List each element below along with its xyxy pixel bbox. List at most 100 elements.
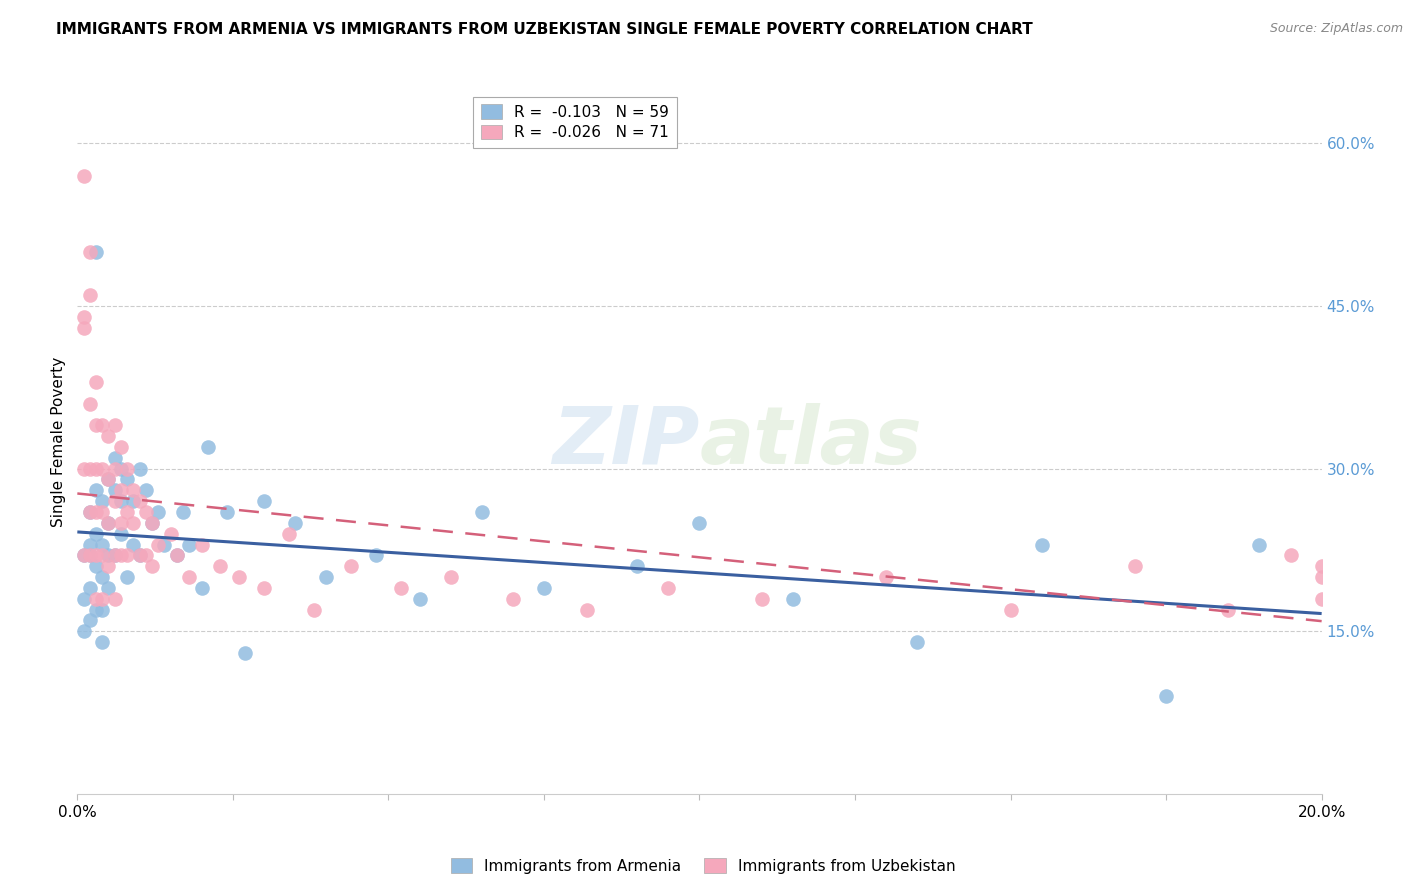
Point — [1310, 570, 1333, 584]
Point — [84, 559, 107, 574]
Point — [79, 549, 101, 563]
Point — [197, 440, 219, 454]
Point — [1249, 537, 1271, 551]
Point — [128, 461, 150, 475]
Point — [110, 461, 132, 475]
Point — [533, 581, 555, 595]
Point — [97, 559, 120, 574]
Point — [191, 581, 214, 595]
Point — [91, 591, 114, 606]
Point — [1031, 537, 1053, 551]
Point — [79, 461, 101, 475]
Point — [84, 549, 107, 563]
Point — [128, 549, 150, 563]
Point — [751, 591, 773, 606]
Point — [79, 581, 101, 595]
Point — [1154, 690, 1177, 704]
Point — [128, 494, 150, 508]
Point — [135, 549, 157, 563]
Point — [110, 516, 132, 530]
Point — [79, 288, 101, 302]
Y-axis label: Single Female Poverty: Single Female Poverty — [51, 357, 66, 526]
Point — [253, 581, 276, 595]
Point — [128, 549, 150, 563]
Point — [97, 429, 120, 443]
Point — [72, 549, 94, 563]
Text: ZIP: ZIP — [553, 402, 700, 481]
Point — [153, 537, 176, 551]
Point — [122, 483, 145, 498]
Point — [79, 505, 101, 519]
Point — [115, 570, 138, 584]
Point — [135, 483, 157, 498]
Point — [179, 570, 201, 584]
Point — [159, 526, 181, 541]
Point — [1123, 559, 1146, 574]
Point — [315, 570, 337, 584]
Point — [84, 418, 107, 433]
Point — [657, 581, 679, 595]
Legend: R =  -0.103   N = 59, R =  -0.026   N = 71: R = -0.103 N = 59, R = -0.026 N = 71 — [474, 97, 676, 148]
Point — [209, 559, 232, 574]
Point — [1279, 549, 1302, 563]
Point — [471, 505, 494, 519]
Point — [905, 635, 928, 649]
Point — [302, 602, 325, 616]
Point — [79, 549, 101, 563]
Point — [440, 570, 463, 584]
Point — [115, 549, 138, 563]
Text: atlas: atlas — [700, 402, 922, 481]
Point — [626, 559, 648, 574]
Point — [91, 549, 114, 563]
Point — [104, 461, 127, 475]
Point — [91, 570, 114, 584]
Point — [84, 461, 107, 475]
Point — [84, 591, 107, 606]
Point — [72, 169, 94, 183]
Point — [91, 505, 114, 519]
Point — [104, 549, 127, 563]
Point — [228, 570, 250, 584]
Point — [97, 473, 120, 487]
Point — [97, 549, 120, 563]
Point — [97, 473, 120, 487]
Point — [110, 526, 132, 541]
Point — [79, 614, 101, 628]
Point — [110, 440, 132, 454]
Point — [115, 473, 138, 487]
Point — [172, 505, 194, 519]
Point — [72, 624, 94, 639]
Point — [148, 537, 170, 551]
Text: IMMIGRANTS FROM ARMENIA VS IMMIGRANTS FROM UZBEKISTAN SINGLE FEMALE POVERTY CORR: IMMIGRANTS FROM ARMENIA VS IMMIGRANTS FR… — [56, 22, 1033, 37]
Point — [84, 483, 107, 498]
Point — [122, 494, 145, 508]
Point — [875, 570, 897, 584]
Point — [104, 450, 127, 465]
Point — [1310, 591, 1333, 606]
Point — [340, 559, 363, 574]
Point — [148, 505, 170, 519]
Point — [782, 591, 804, 606]
Point — [104, 418, 127, 433]
Point — [141, 516, 163, 530]
Point — [84, 375, 107, 389]
Point — [110, 549, 132, 563]
Point — [284, 516, 307, 530]
Point — [1218, 602, 1240, 616]
Point — [689, 516, 711, 530]
Point — [72, 591, 94, 606]
Point — [364, 549, 387, 563]
Point — [1000, 602, 1022, 616]
Point — [97, 581, 120, 595]
Point — [110, 483, 132, 498]
Text: Source: ZipAtlas.com: Source: ZipAtlas.com — [1270, 22, 1403, 36]
Point — [91, 602, 114, 616]
Point — [502, 591, 524, 606]
Point — [84, 505, 107, 519]
Point — [215, 505, 238, 519]
Point — [104, 591, 127, 606]
Point — [115, 461, 138, 475]
Point — [91, 461, 114, 475]
Point — [84, 602, 107, 616]
Point — [79, 244, 101, 259]
